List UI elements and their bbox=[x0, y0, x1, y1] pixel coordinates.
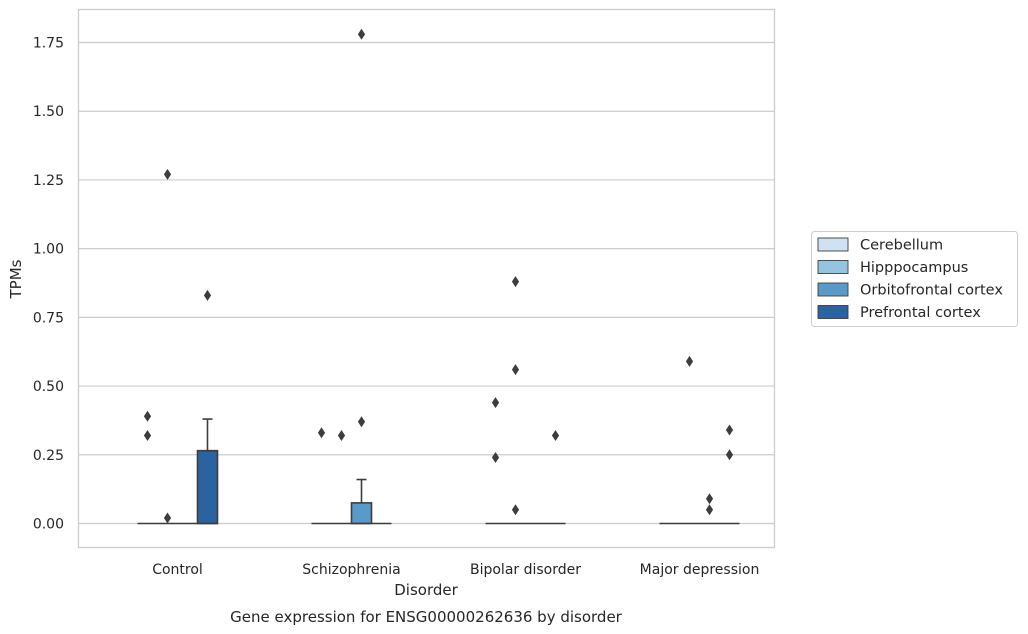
x-tick-label: Bipolar disorder bbox=[470, 562, 581, 578]
boxes bbox=[137, 418, 740, 525]
y-tick-label: 0.50 bbox=[33, 379, 64, 395]
outliers bbox=[143, 28, 734, 524]
outlier-point bbox=[705, 504, 714, 516]
outlier-point bbox=[163, 168, 172, 180]
outlier-point bbox=[685, 355, 694, 367]
chart-caption: Gene expression for ENSG00000262636 by d… bbox=[230, 608, 623, 626]
outlier-point bbox=[337, 430, 346, 442]
y-axis-title: TPMs bbox=[7, 259, 25, 299]
outlier-point bbox=[511, 276, 520, 288]
plot-frame bbox=[77, 8, 776, 549]
outlier-point bbox=[163, 512, 172, 524]
outlier-point bbox=[491, 397, 500, 409]
y-tick-label: 0.75 bbox=[33, 310, 64, 326]
outlier-point bbox=[357, 28, 366, 40]
box-body bbox=[196, 449, 219, 525]
grid-lines bbox=[78, 41, 775, 525]
legend-swatch bbox=[817, 305, 849, 319]
x-tick-label: Schizophrenia bbox=[302, 562, 400, 578]
y-tick-label: 0.25 bbox=[33, 448, 64, 464]
box-body bbox=[350, 502, 373, 525]
legend-label: Cerebellum bbox=[860, 238, 943, 254]
outlier-point bbox=[143, 410, 152, 422]
y-tick-label: 1.75 bbox=[33, 36, 64, 52]
legend-item: Cerebellum bbox=[817, 237, 943, 254]
legend-item: Prefrontal cortex bbox=[817, 305, 981, 321]
outlier-point bbox=[705, 493, 714, 505]
y-tick-label: 0.00 bbox=[33, 517, 64, 533]
outlier-point bbox=[203, 289, 212, 301]
x-tick-label: Control bbox=[152, 562, 203, 578]
x-tick-label: Major depression bbox=[640, 562, 760, 578]
legend-frame bbox=[811, 231, 1018, 327]
outlier-point bbox=[725, 449, 734, 461]
box-prefrontal-cortex bbox=[196, 418, 219, 525]
legend-swatch bbox=[817, 282, 849, 297]
outlier-point bbox=[551, 430, 560, 442]
y-tick-label: 1.00 bbox=[33, 242, 64, 258]
box-orbitofrontal-cortex bbox=[350, 478, 373, 525]
legend-label: Orbitofrontal cortex bbox=[860, 283, 1003, 299]
legend-label: Prefrontal cortex bbox=[860, 305, 981, 321]
legend-label: Hipppocampus bbox=[860, 260, 968, 276]
legend-item: Orbitofrontal cortex bbox=[817, 282, 1003, 299]
legend: Cerebellum Hipppocampus Orbitofrontal cort… bbox=[811, 231, 1018, 327]
x-axis-title: Disorder bbox=[394, 581, 458, 599]
outlier-point bbox=[143, 430, 152, 442]
outlier-point bbox=[317, 427, 326, 439]
y-axis-ticks: 0.00 0.25 0.50 0.75 1.00 1.25 1.50 1.75 bbox=[33, 36, 64, 533]
legend-swatch bbox=[817, 260, 849, 274]
y-tick-label: 1.25 bbox=[33, 173, 64, 189]
outlier-point bbox=[511, 504, 520, 516]
legend-item: Hipppocampus bbox=[817, 260, 968, 276]
outlier-point bbox=[511, 364, 520, 376]
legend-swatch bbox=[817, 237, 849, 252]
y-tick-label: 1.50 bbox=[33, 104, 64, 120]
outlier-point bbox=[357, 416, 366, 428]
outlier-point bbox=[725, 424, 734, 436]
outlier-point bbox=[491, 452, 500, 464]
x-axis-ticks: Control Schizophrenia Bipolar disorder Majo… bbox=[152, 562, 759, 578]
